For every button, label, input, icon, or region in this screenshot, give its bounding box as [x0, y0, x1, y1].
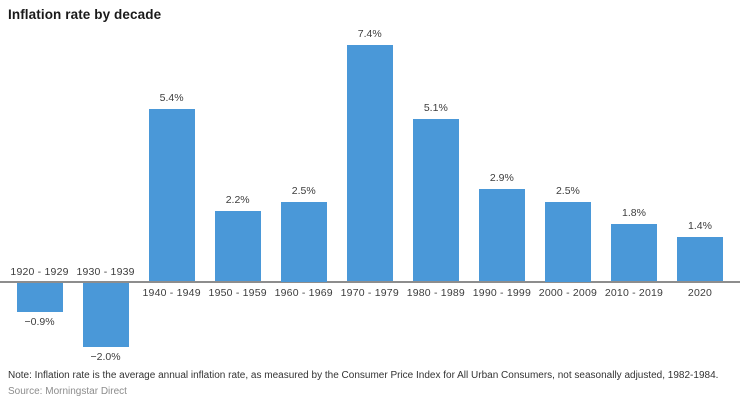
- category-label-2020: 2020: [687, 287, 713, 299]
- category-label-2010-2019: 2010 - 2019: [604, 287, 664, 299]
- bar-1930-1939: [82, 283, 129, 347]
- category-label-1930-1939: 1930 - 1939: [76, 266, 135, 278]
- category-label-1920-1929: 1920 - 1929: [10, 266, 69, 278]
- bar-2020: [677, 236, 724, 282]
- value-label-2020: 1.4%: [688, 219, 712, 232]
- bar-1980-1989: [412, 118, 459, 282]
- category-label-1950-1959: 1950 - 1959: [208, 287, 267, 299]
- value-label-1980-1989: 5.1%: [423, 101, 448, 114]
- value-label-1950-1959: 2.2%: [225, 194, 250, 207]
- chart-source: Source: Morningstar Direct: [8, 386, 127, 397]
- bar-1990-1999: [478, 188, 525, 282]
- value-label-1920-1929: −0.9%: [24, 315, 55, 328]
- value-label-1960-1969: 2.5%: [291, 184, 316, 197]
- value-label-1990-1999: 2.9%: [489, 171, 514, 184]
- bar-1940-1949: [148, 109, 195, 282]
- chart-footnote: Note: Inflation rate is the average annu…: [8, 370, 719, 381]
- bar-2010-2019: [610, 224, 657, 282]
- value-label-1940-1949: 5.4%: [159, 92, 184, 105]
- value-label-2010-2019: 1.8%: [622, 207, 646, 220]
- category-label-1940-1949: 1940 - 1949: [142, 287, 201, 299]
- bar-1960-1969: [280, 201, 327, 282]
- x-axis-line: [0, 281, 740, 283]
- category-label-2000-2009: 2000 - 2009: [538, 287, 598, 299]
- category-label-1990-1999: 1990 - 1999: [472, 287, 531, 299]
- category-label-1970-1979: 1970 - 1979: [340, 287, 399, 299]
- value-label-1930-1939: −2.0%: [90, 350, 121, 363]
- category-label-1980-1989: 1980 - 1989: [406, 287, 465, 299]
- value-label-2000-2009: 2.5%: [555, 184, 580, 197]
- bar-2000-2009: [544, 201, 591, 282]
- bar-1970-1979: [346, 45, 393, 282]
- bar-1950-1959: [214, 211, 261, 282]
- chart-title: Inflation rate by decade: [8, 7, 162, 22]
- value-label-1970-1979: 7.4%: [357, 28, 382, 41]
- bar-1920-1929: [16, 283, 63, 312]
- category-label-1960-1969: 1960 - 1969: [274, 287, 333, 299]
